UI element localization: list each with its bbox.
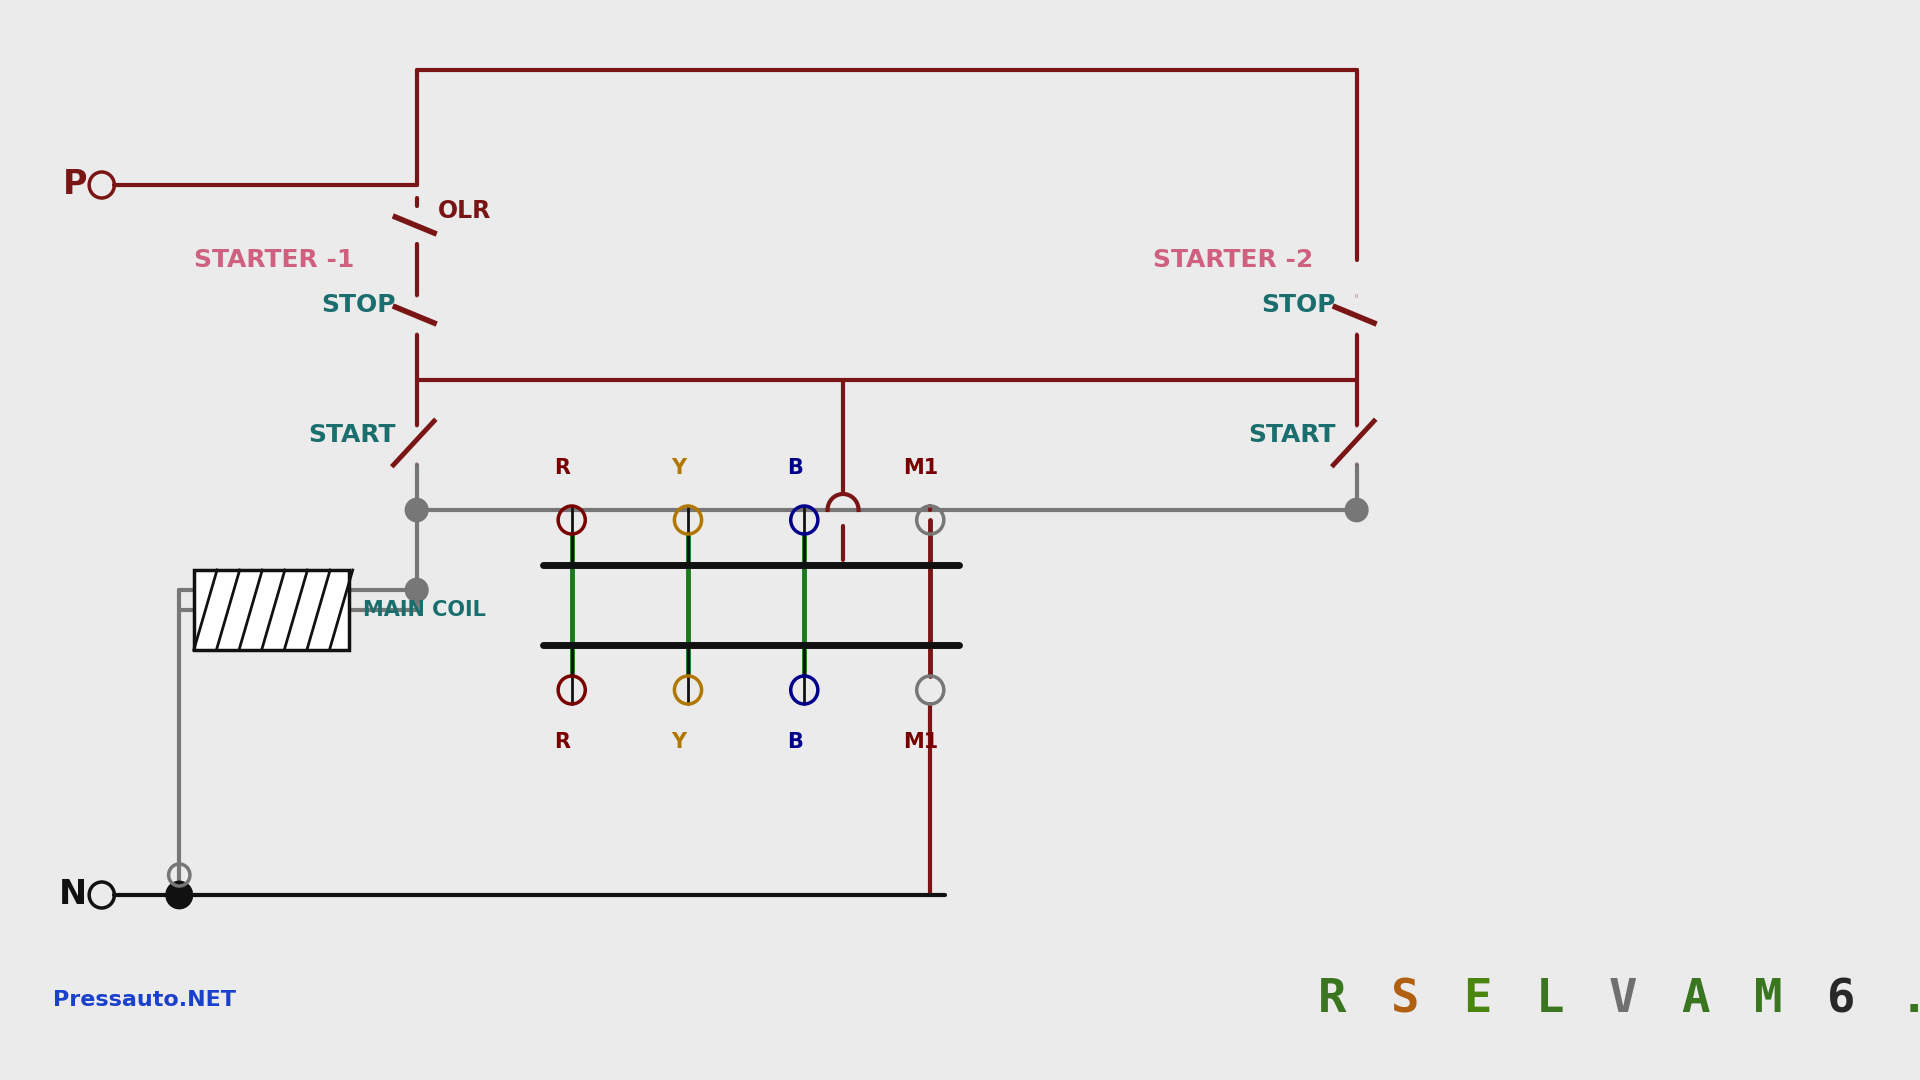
Text: 6: 6 [1826, 977, 1855, 1023]
Text: STARTER -2: STARTER -2 [1154, 248, 1313, 272]
Text: MAIN COIL: MAIN COIL [363, 600, 486, 620]
Text: STOP: STOP [321, 293, 396, 318]
Text: START: START [307, 423, 396, 447]
Text: R: R [555, 458, 570, 478]
Text: STARTER -1: STARTER -1 [194, 248, 353, 272]
Text: R: R [1317, 977, 1346, 1023]
Text: M1: M1 [902, 732, 939, 752]
Text: .: . [1899, 977, 1920, 1023]
Text: S: S [1390, 977, 1419, 1023]
Text: STOP: STOP [1261, 293, 1334, 318]
Text: OLR: OLR [438, 199, 492, 222]
Text: B: B [787, 732, 803, 752]
Text: Pressauto.NET: Pressauto.NET [54, 990, 236, 1010]
Circle shape [405, 499, 428, 521]
Text: START: START [1248, 423, 1334, 447]
Text: N: N [60, 878, 86, 912]
Text: B: B [787, 458, 803, 478]
Text: L: L [1536, 977, 1565, 1023]
Text: Y: Y [670, 458, 685, 478]
Text: P: P [63, 168, 86, 202]
Text: M: M [1753, 977, 1782, 1023]
Bar [194, 570, 349, 650]
Circle shape [405, 579, 428, 600]
Text: A: A [1682, 977, 1709, 1023]
Circle shape [1346, 499, 1367, 521]
Text: M1: M1 [902, 458, 939, 478]
Circle shape [169, 885, 190, 906]
Text: R: R [555, 732, 570, 752]
Text: E: E [1463, 977, 1492, 1023]
Text: V: V [1609, 977, 1638, 1023]
Text: Y: Y [670, 732, 685, 752]
